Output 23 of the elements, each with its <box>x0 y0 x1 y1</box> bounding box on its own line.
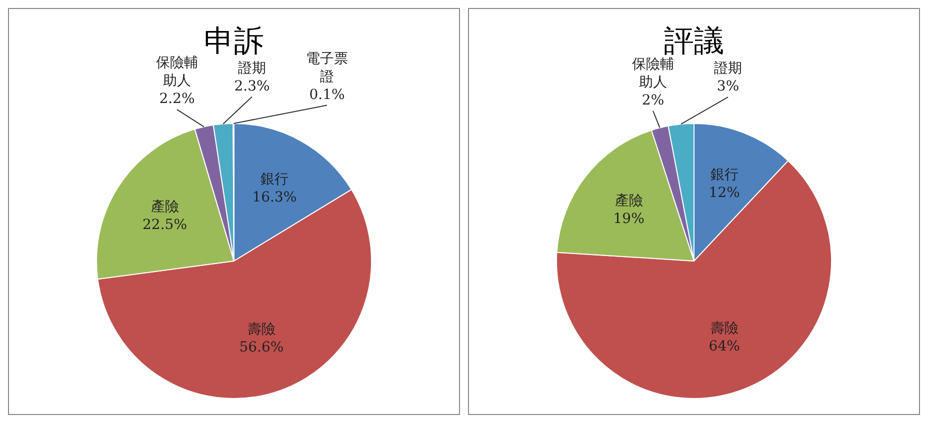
data-label: 3% <box>716 78 740 95</box>
slice-label: 保險輔助人 <box>632 56 674 91</box>
data-label: 0.1% <box>309 86 345 103</box>
slice-label: 電子票證 <box>306 50 348 85</box>
slice-label: 保險輔助人 <box>156 55 198 90</box>
slice-label: 銀行 <box>260 172 288 188</box>
chart-title: 申訴 <box>204 24 264 59</box>
data-label: 56.6% <box>239 339 284 356</box>
slice-label: 壽險 <box>247 321 276 338</box>
data-label: 16.3% <box>252 190 297 206</box>
slice-label: 產險 <box>614 193 643 210</box>
slice-label: 產險 <box>150 198 179 215</box>
slice-label: 證期 <box>238 60 266 76</box>
data-label: 2.3% <box>234 78 270 94</box>
data-label: 22.5% <box>142 216 188 233</box>
slice-label: 壽險 <box>710 320 738 336</box>
data-label: 64% <box>708 338 740 354</box>
slice-label: 證期 <box>714 60 742 77</box>
data-label: 19% <box>613 211 644 228</box>
slice-label: 銀行 <box>710 166 738 183</box>
data-label: 2.2% <box>159 91 195 108</box>
data-label: 2% <box>642 92 664 109</box>
data-label: 12% <box>708 184 740 201</box>
